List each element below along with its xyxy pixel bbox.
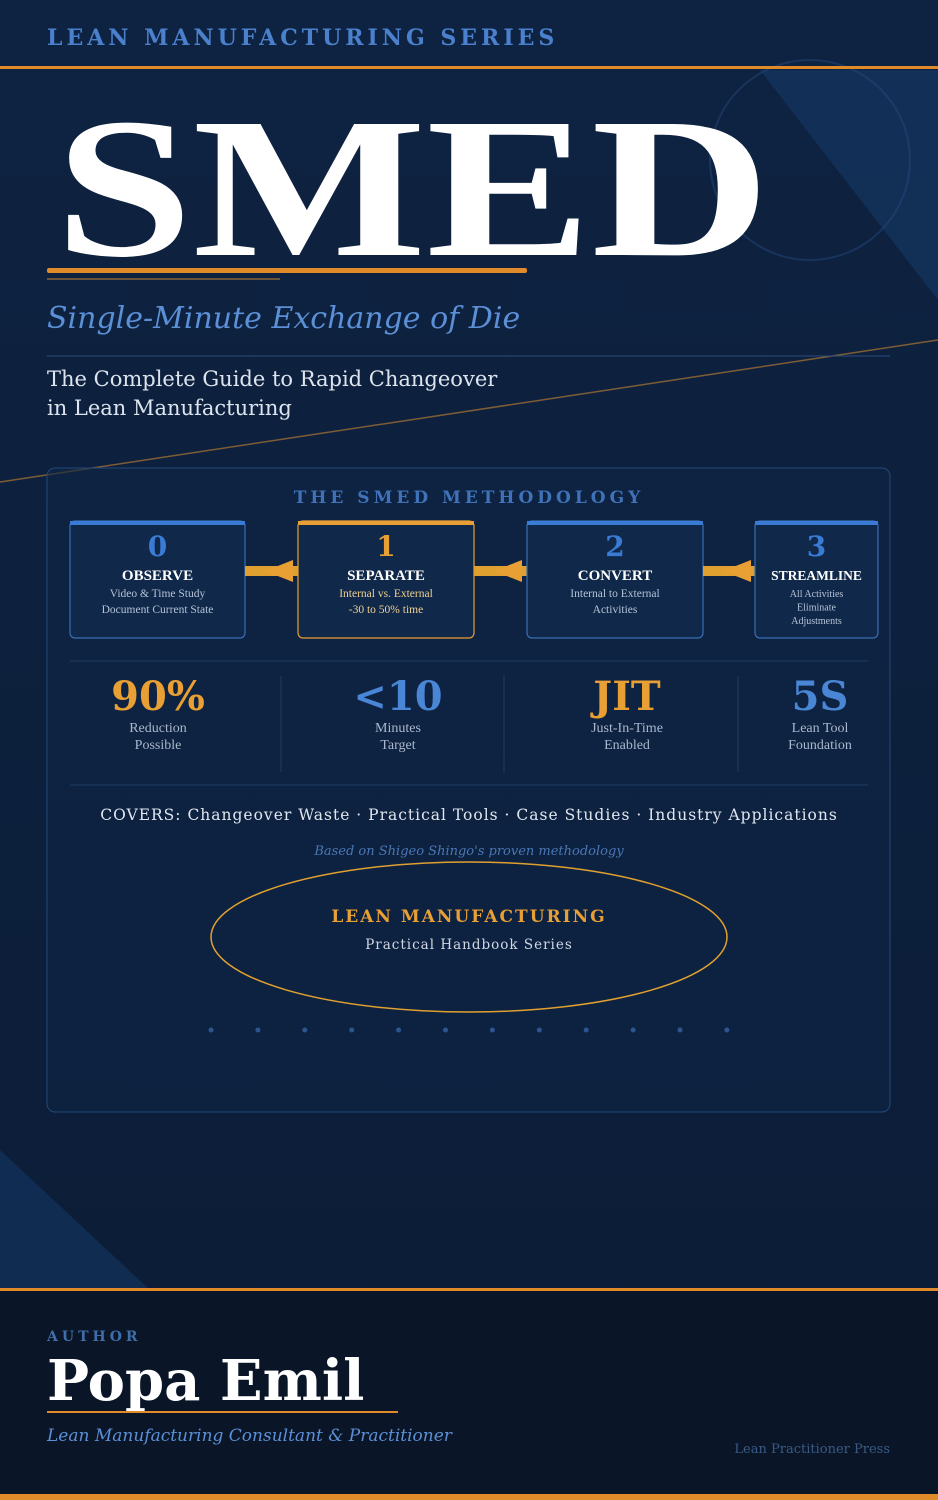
badge-title: LEAN MANUFACTURING	[331, 907, 606, 927]
step-detail: -30 to 50% time	[349, 604, 423, 616]
step-number: 0	[148, 530, 167, 563]
step-name: CONVERT	[578, 568, 652, 584]
deco-shape	[0, 1150, 150, 1290]
stat-label: Target	[380, 738, 415, 753]
stat-label: Lean Tool	[792, 721, 849, 736]
dot	[255, 1027, 261, 1033]
step-detail: All Activities	[790, 589, 844, 600]
publisher: Lean Practitioner Press	[734, 1442, 890, 1457]
deco-circle	[709, 59, 911, 261]
step-number: 2	[605, 530, 624, 563]
step-top-bar	[298, 521, 474, 525]
basis: Based on Shigeo Shingo's proven methodol…	[313, 844, 624, 859]
author-underline	[47, 1411, 398, 1413]
stat-label: Just-In-Time	[591, 721, 663, 736]
dot	[677, 1027, 683, 1033]
stat-label: Enabled	[604, 738, 650, 753]
series-label: LEAN MANUFACTURING SERIES	[47, 25, 558, 51]
badge-subtitle: Practical Handbook Series	[365, 937, 573, 953]
stat-label: Possible	[135, 738, 182, 753]
step-number: 1	[376, 530, 395, 563]
dot	[583, 1027, 589, 1033]
rule	[0, 1494, 938, 1500]
dots	[208, 1027, 730, 1033]
step-detail: Internal to External	[570, 588, 659, 600]
dot	[630, 1027, 636, 1033]
step-top-bar	[527, 521, 703, 525]
author-name: Popa Emil	[47, 1348, 364, 1414]
step-detail: Video & Time Study	[110, 588, 206, 600]
stat-value: <10	[353, 673, 442, 720]
subtitle: Single-Minute Exchange of Die	[47, 301, 520, 336]
dot	[302, 1027, 308, 1033]
method-heading: THE SMED METHODOLOGY	[294, 488, 645, 508]
stat-value: 90%	[111, 673, 205, 720]
tagline: in Lean Manufacturing	[47, 396, 292, 420]
dot	[349, 1027, 355, 1033]
title: SMED	[55, 78, 770, 299]
stat-value: JIT	[590, 673, 661, 720]
author-band	[0, 1291, 938, 1494]
rule	[0, 66, 938, 69]
dot	[443, 1027, 448, 1033]
title-underline	[47, 268, 527, 273]
badge-ellipse	[210, 861, 728, 1013]
arrow-head	[265, 560, 293, 582]
step-detail: Internal vs. External	[339, 588, 433, 600]
step-detail: Eliminate	[797, 603, 836, 614]
stat-label: Reduction	[129, 721, 187, 736]
step-top-bar	[70, 521, 245, 525]
dot	[489, 1027, 495, 1033]
step-name: STREAMLINE	[771, 568, 862, 583]
rule	[0, 1288, 938, 1291]
step-top-bar	[755, 521, 878, 525]
tagline: The Complete Guide to Rapid Changeover	[47, 367, 498, 391]
arrow-head	[494, 560, 522, 582]
step-detail: Adjustments	[791, 616, 842, 627]
arrow-head	[723, 560, 751, 582]
stat-label: Foundation	[788, 738, 852, 753]
step-detail: Document Current State	[102, 604, 214, 616]
author-label: AUTHOR	[46, 1329, 142, 1345]
covers: COVERS: Changeover Waste · Practical Too…	[100, 806, 838, 824]
dot	[396, 1027, 402, 1033]
step-number: 3	[807, 530, 826, 563]
dot	[208, 1027, 214, 1033]
step-name: SEPARATE	[347, 568, 425, 584]
deco-line	[0, 339, 938, 483]
step-detail: Activities	[593, 604, 638, 616]
dot	[724, 1027, 730, 1033]
stat-label: Minutes	[375, 721, 421, 736]
deco-shape	[760, 70, 938, 300]
dot	[536, 1027, 542, 1033]
stat-value: 5S	[792, 673, 849, 720]
steps: 0 OBSERVE Video & Time Study Document Curre…	[69, 520, 879, 639]
step-name: OBSERVE	[122, 568, 193, 584]
author-role: Lean Manufacturing Consultant & Practiti…	[46, 1426, 453, 1446]
